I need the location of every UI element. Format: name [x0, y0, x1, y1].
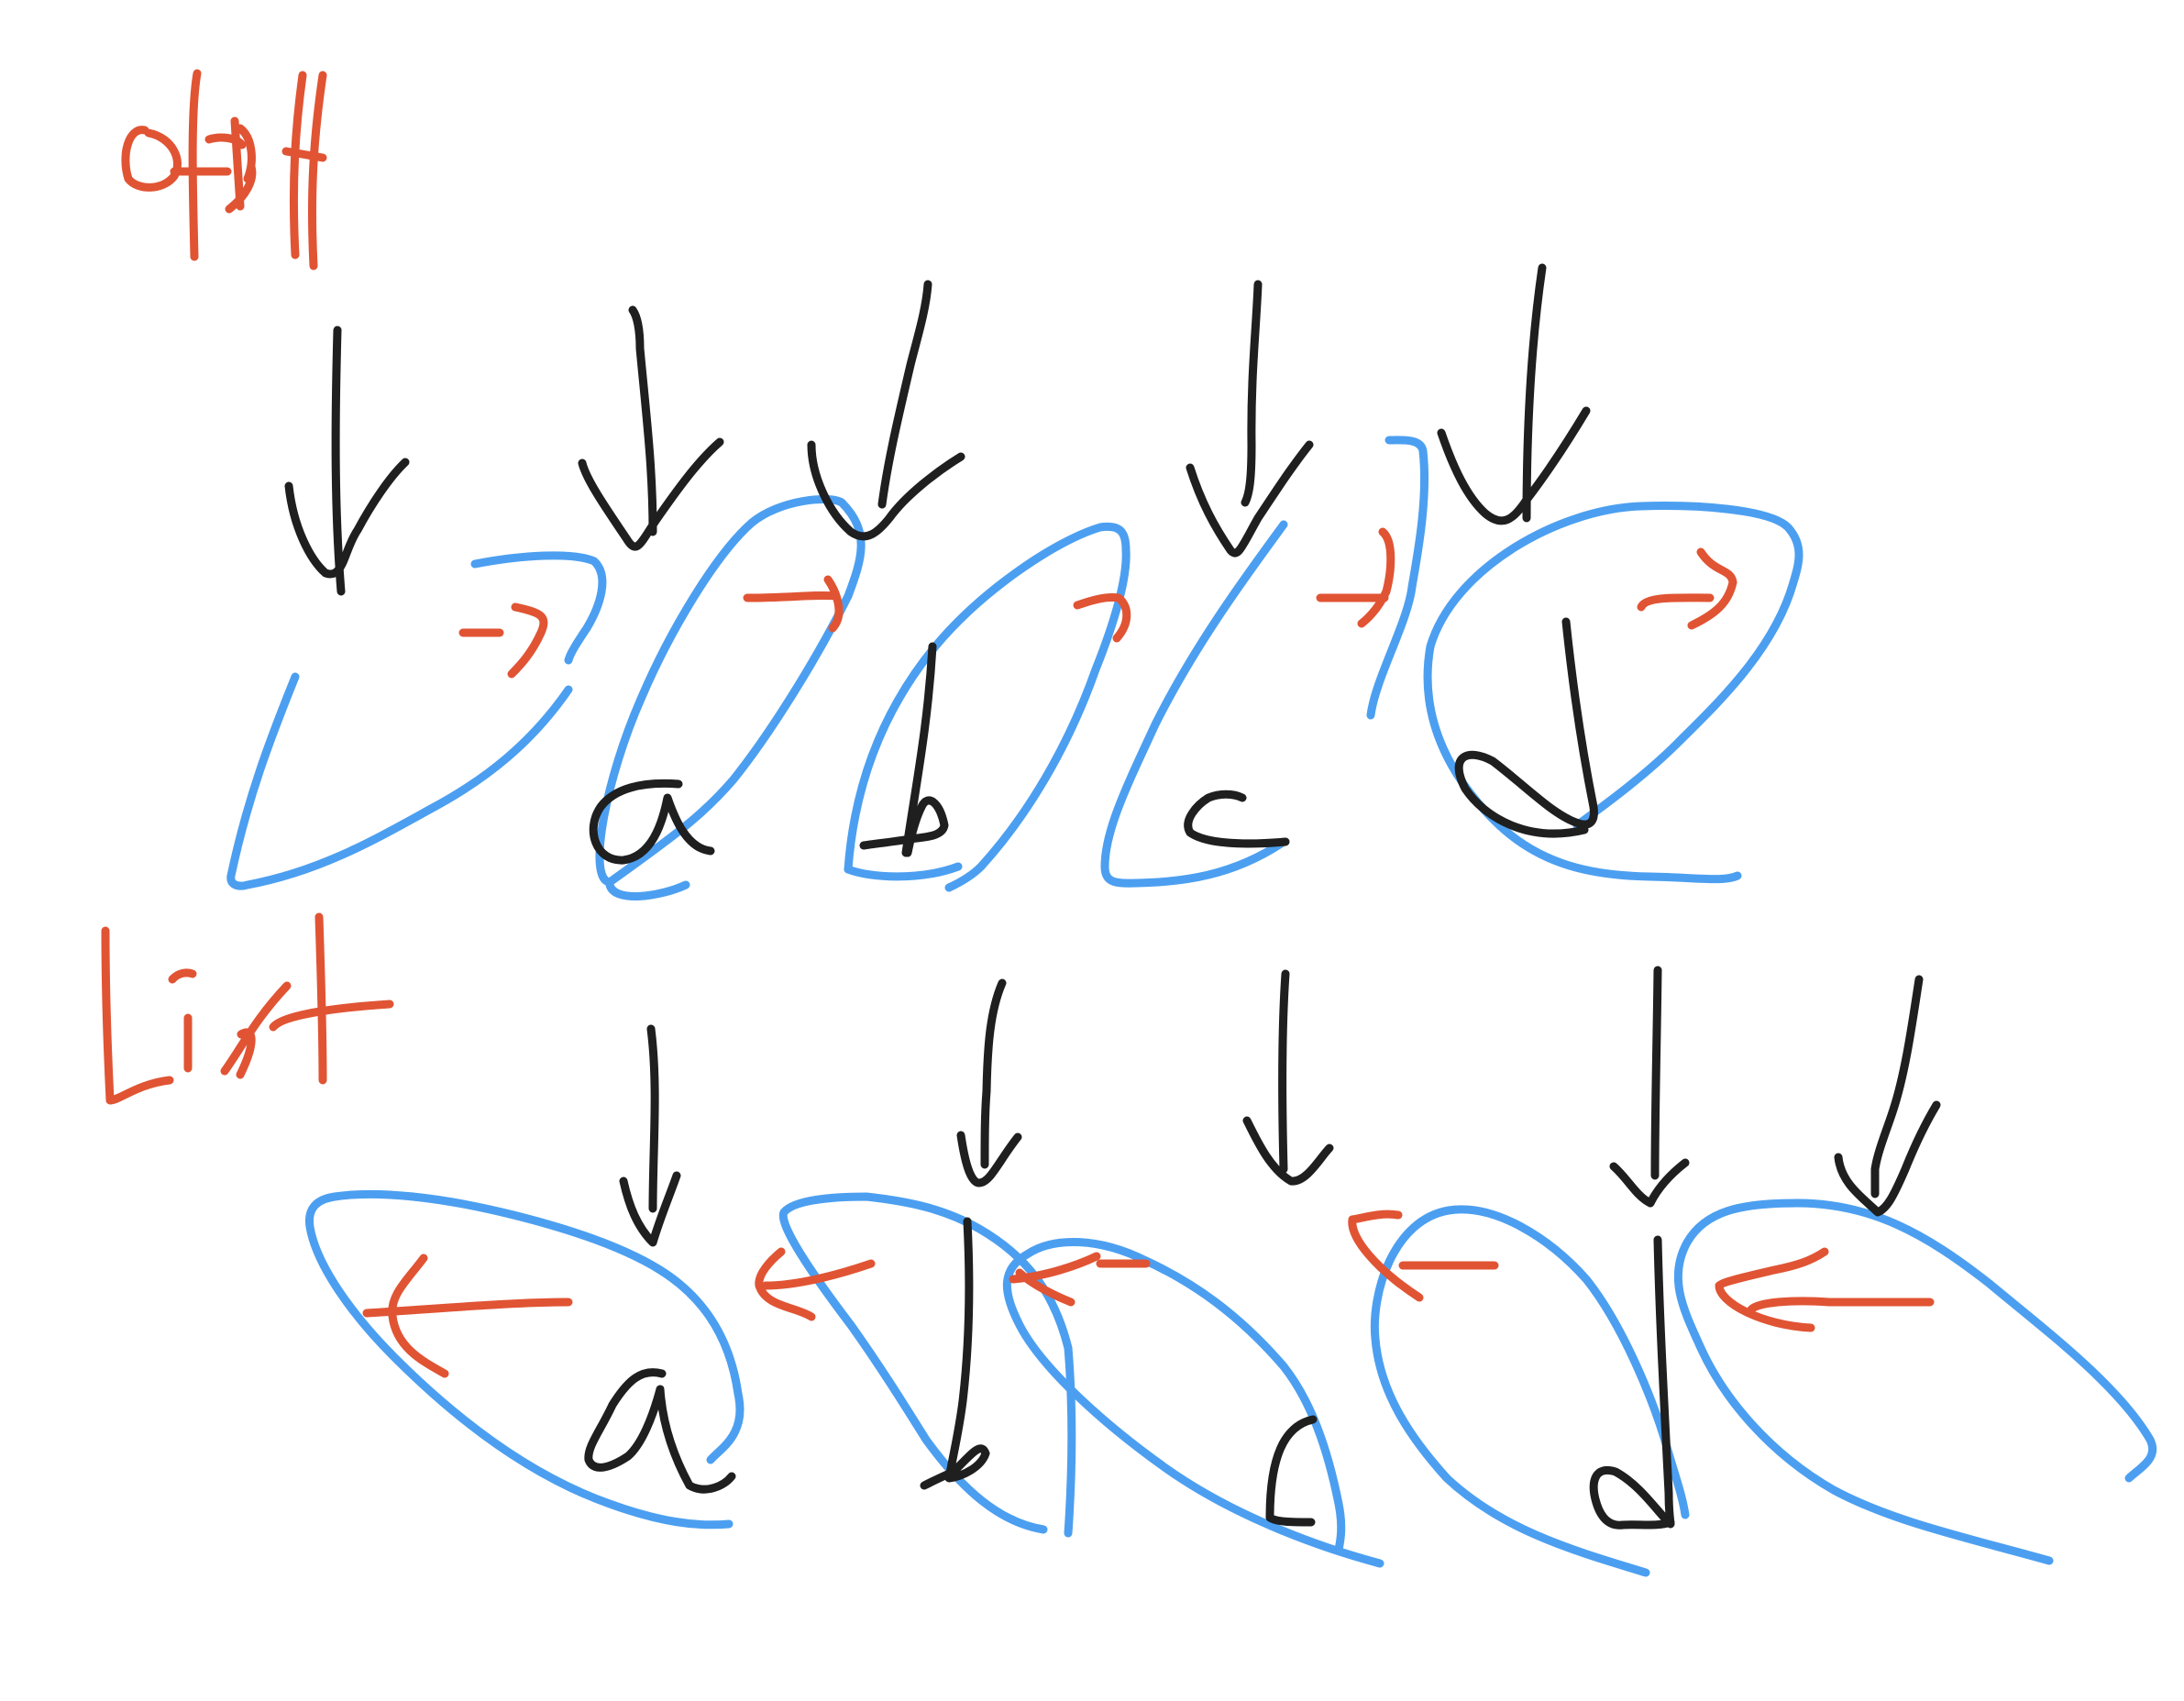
array-value-c: [1188, 794, 1285, 844]
array-item-b-text: b: [908, 807, 909, 808]
list-value-c: [1270, 1419, 1313, 1522]
list-value-a: [589, 1373, 732, 1490]
section-list: [105, 917, 2153, 1573]
array-value-d: [1459, 622, 1594, 834]
array-title-handwritten: [126, 73, 323, 266]
array-cells-outline: [231, 440, 1799, 897]
list-title-text: List: [110, 972, 112, 973]
list-title-handwritten: [105, 917, 390, 1100]
array-title-text: 배열: [110, 110, 112, 111]
section-array: [126, 73, 1799, 897]
list-value-d: [1594, 1240, 1671, 1525]
array-item-d-text: d: [1513, 779, 1514, 780]
list-links-outline: [309, 1194, 2152, 1573]
